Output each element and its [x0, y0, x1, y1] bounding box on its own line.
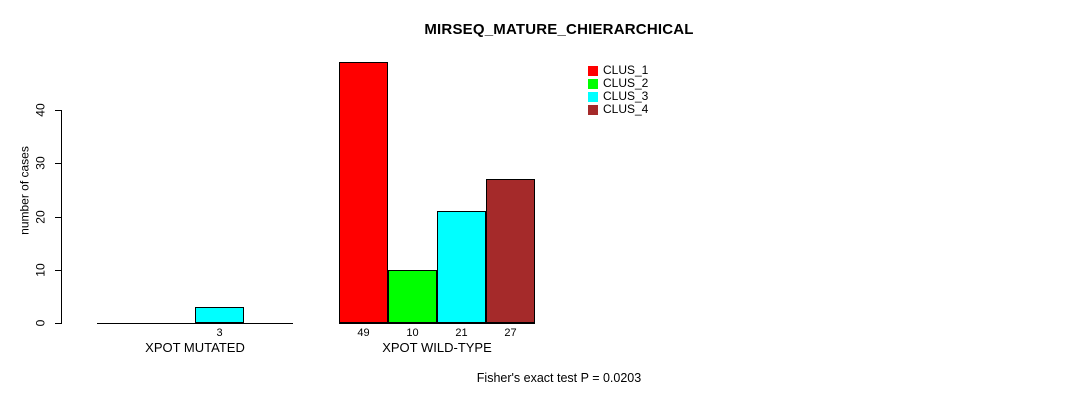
y-axis-tick: [55, 269, 61, 271]
x-axis-baseline: [97, 323, 293, 324]
bar-value-label: 3: [216, 327, 223, 339]
legend-swatch-clus_3: [588, 91, 598, 102]
bar-value-label: 49: [357, 327, 370, 339]
bar-value-label: 27: [504, 327, 517, 339]
chart-title: MIRSEQ_MATURE_CHIERARCHICAL: [424, 21, 694, 38]
bar-clus_2-xpot-wild-type: [388, 270, 437, 323]
y-axis-tick-label: 40: [33, 103, 48, 117]
x-axis-baseline: [339, 323, 535, 324]
bar-clus_3-xpot-mutated: [195, 307, 244, 323]
legend-item-clus_1: CLUS_1: [588, 64, 648, 77]
y-axis-tick: [55, 216, 61, 218]
bar-clus_3-xpot-wild-type: [437, 211, 486, 323]
bar-clus_4-xpot-wild-type: [486, 179, 535, 323]
bar-clus_1-xpot-wild-type: [339, 62, 388, 323]
legend-swatch-clus_2: [588, 78, 598, 89]
y-axis-line: [61, 110, 62, 324]
annotation-fisher-test: Fisher's exact test P = 0.0203: [476, 371, 642, 385]
legend-swatch-clus_1: [588, 65, 598, 76]
x-category-label: XPOT MUTATED: [145, 340, 245, 355]
y-axis-tick: [55, 110, 61, 111]
y-axis-tick-label: 20: [33, 209, 48, 224]
legend: CLUS_1 CLUS_2 CLUS_3 CLUS_4: [588, 64, 648, 116]
legend-label-clus_3: CLUS_3: [603, 89, 649, 103]
legend-item-clus_3: CLUS_3: [588, 90, 648, 103]
y-axis-tick-label: 10: [33, 263, 48, 277]
x-category-label: XPOT WILD-TYPE: [382, 340, 492, 355]
legend-item-clus_4: CLUS_4: [588, 103, 648, 116]
legend-label-clus_1: CLUS_1: [603, 63, 649, 77]
y-axis-label: number of cases: [17, 146, 32, 235]
y-axis-tick: [55, 163, 61, 165]
legend-label-clus_4: CLUS_4: [603, 102, 649, 116]
legend-swatch-clus_4: [588, 104, 598, 115]
y-axis-tick-label: 0: [33, 319, 48, 327]
legend-item-clus_2: CLUS_2: [588, 77, 648, 90]
bar-value-label: 21: [455, 327, 468, 339]
legend-label-clus_2: CLUS_2: [603, 76, 649, 90]
y-axis-tick: [55, 323, 61, 324]
y-axis-tick-label: 30: [33, 156, 48, 170]
bar-value-label: 10: [406, 327, 419, 339]
